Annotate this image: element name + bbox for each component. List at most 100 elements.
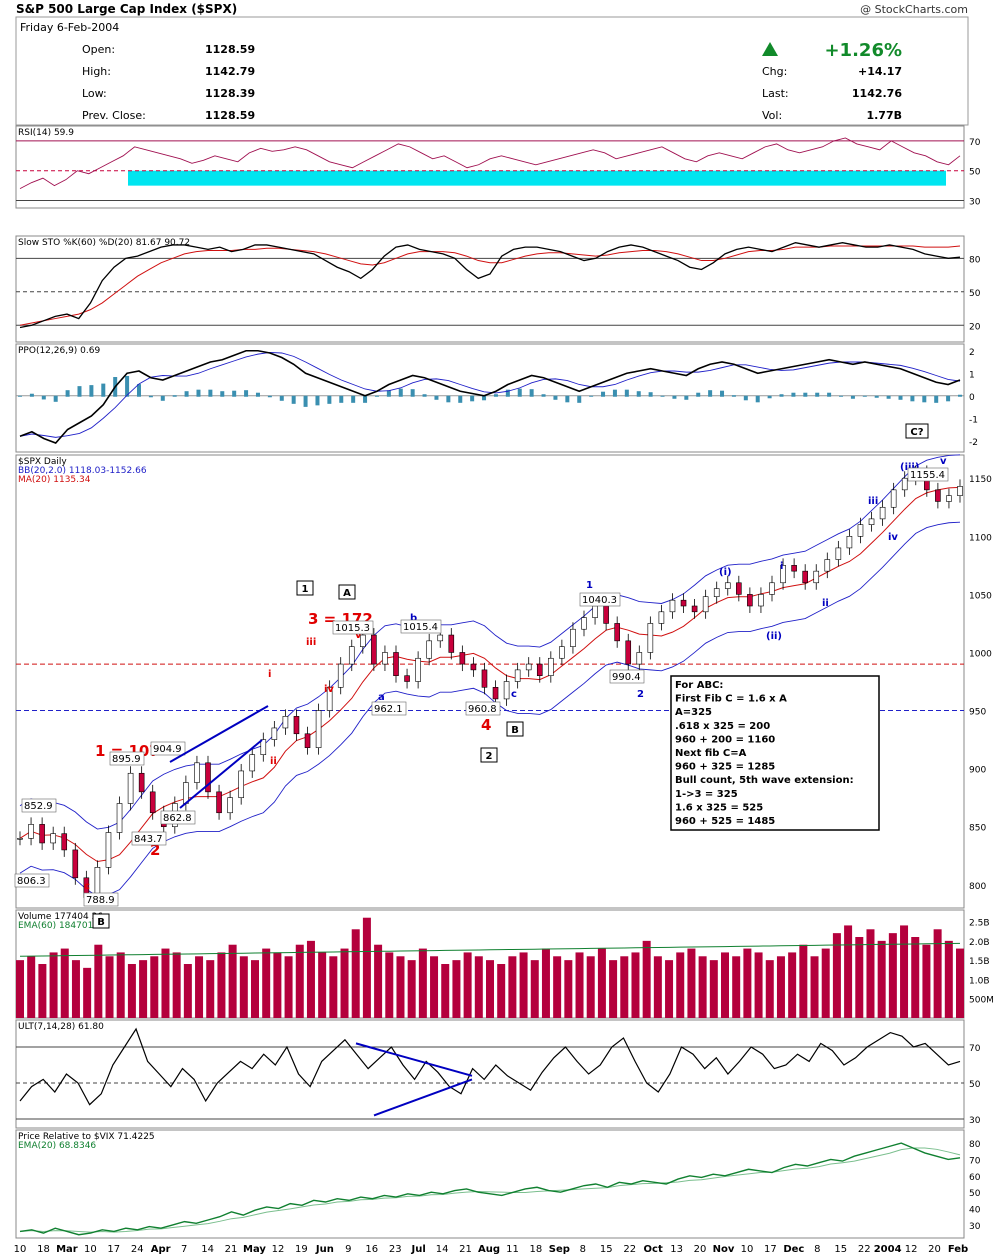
volume-bar: [743, 948, 752, 1018]
ppo-signal-line: [19, 351, 961, 438]
price-tick: 1150: [969, 475, 992, 485]
wave-label: c: [84, 881, 90, 892]
volume-bar: [441, 964, 450, 1018]
x-tick-label: 10: [84, 1244, 97, 1255]
wave-label: v: [355, 630, 362, 641]
volume-bar: [16, 960, 24, 1018]
volume-bar: [541, 948, 550, 1018]
x-tick-label: May: [243, 1244, 266, 1255]
wave-label: (ii): [766, 631, 782, 642]
ppo-histogram-bar: [577, 395, 582, 403]
x-tick-label: 10: [14, 1244, 27, 1255]
ult-tick: 50: [969, 1080, 981, 1090]
volume-bar: [597, 948, 606, 1018]
price-tag-box: [371, 701, 407, 716]
abc-note-line: 1->3 = 325: [675, 789, 738, 800]
ppo-histogram-bar: [731, 395, 736, 397]
price-tag-box: [907, 467, 949, 482]
candle-body: [713, 588, 720, 598]
price-tag: 904.9: [153, 744, 182, 755]
candle-body: [890, 489, 897, 508]
volume-bar: [564, 960, 573, 1018]
x-tick-label: 16: [365, 1244, 378, 1255]
panel-label: MA(20) 1135.34: [18, 475, 91, 485]
candle-body: [747, 594, 753, 607]
volume-bar: [765, 960, 774, 1018]
volume-bar: [295, 944, 304, 1018]
header-box: [15, 16, 969, 126]
volume-bar: [228, 944, 237, 1018]
abc-note-line: A=325: [675, 707, 712, 718]
candle-body: [647, 623, 654, 653]
candle-body: [116, 803, 123, 833]
rsi-tick: 50: [969, 168, 981, 178]
candle-body: [724, 582, 731, 589]
x-tick-label: 14: [201, 1244, 214, 1255]
candle-body: [525, 663, 532, 671]
price-tick: 950: [969, 708, 986, 718]
ppo-histogram-bar: [125, 376, 130, 397]
price-tag: 1015.3: [335, 623, 370, 634]
candle-body: [769, 582, 775, 595]
volume-bar: [776, 956, 785, 1018]
x-tick-label: Feb: [948, 1244, 968, 1255]
ppo-histogram-bar: [553, 395, 558, 400]
wave-box: [92, 913, 110, 929]
candle-body: [459, 652, 466, 665]
ppo-tick: -1: [969, 415, 978, 425]
price-tag-box: [579, 592, 621, 607]
stat-value: 1128.59: [205, 109, 255, 122]
candle-body: [260, 739, 267, 755]
ppo-histogram-bar: [434, 395, 439, 400]
chart-title: S&P 500 Large Cap Index ($SPX): [16, 2, 237, 16]
x-tick-label: 20: [694, 1244, 707, 1255]
ult-line: [19, 1027, 961, 1106]
wedge-lower: [179, 739, 263, 809]
ppo-histogram-bar: [374, 395, 379, 397]
ppo-histogram-bar: [684, 395, 689, 400]
candle-body: [360, 634, 366, 647]
ult-trendline-upper: [355, 1042, 473, 1077]
price-tag-box: [332, 620, 374, 635]
abc-note-line: Bull count, 5th wave extension:: [675, 775, 854, 786]
price-tag-box: [83, 892, 119, 907]
ppo-histogram-bar: [815, 392, 820, 397]
candle-body: [470, 663, 477, 671]
volume-bar: [832, 933, 841, 1018]
volume-bar: [642, 940, 651, 1018]
wave-box-label: 2: [486, 751, 493, 762]
change-pct: +1.26%: [824, 40, 902, 61]
x-tick-label: 15: [600, 1244, 613, 1255]
stat-label: High:: [82, 65, 111, 78]
candle-body: [736, 582, 742, 595]
volume-bar: [150, 956, 159, 1018]
price-tag-box: [21, 798, 57, 813]
volume-bar: [687, 948, 696, 1018]
price-tick: 1100: [969, 533, 992, 543]
candle-body: [636, 652, 643, 665]
price-tag: 962.1: [374, 704, 403, 715]
wave-box-label: B: [511, 725, 519, 736]
relative-ema: [19, 1147, 961, 1233]
ppo-tick: -2: [969, 438, 978, 448]
wave-label: v: [940, 456, 947, 467]
x-tick-label: Aug: [478, 1244, 500, 1255]
candle-body: [304, 733, 311, 749]
relative-tick: 70: [969, 1156, 981, 1166]
stat-value: 1128.39: [205, 87, 255, 100]
abc-note-line: .618 x 325 = 200: [675, 721, 770, 732]
panel-frame: [15, 125, 965, 209]
ult-series: 30 50 70: [16, 1027, 981, 1126]
volume-bar: [933, 929, 942, 1018]
candle-body: [603, 605, 609, 624]
rsi-tick: 70: [969, 138, 981, 148]
x-tick-label: 9: [345, 1244, 351, 1255]
volume-bar: [94, 944, 103, 1018]
candle-body: [946, 495, 952, 502]
wave-label: iv: [324, 684, 334, 695]
sto-k-line: [19, 242, 961, 329]
stats-left: Open: 1128.59 High: 1142.79 Low: 1128.39 Prev.…: [82, 43, 255, 122]
stat-label: Prev. Close:: [82, 109, 146, 122]
x-tick-label: 18: [37, 1244, 50, 1255]
